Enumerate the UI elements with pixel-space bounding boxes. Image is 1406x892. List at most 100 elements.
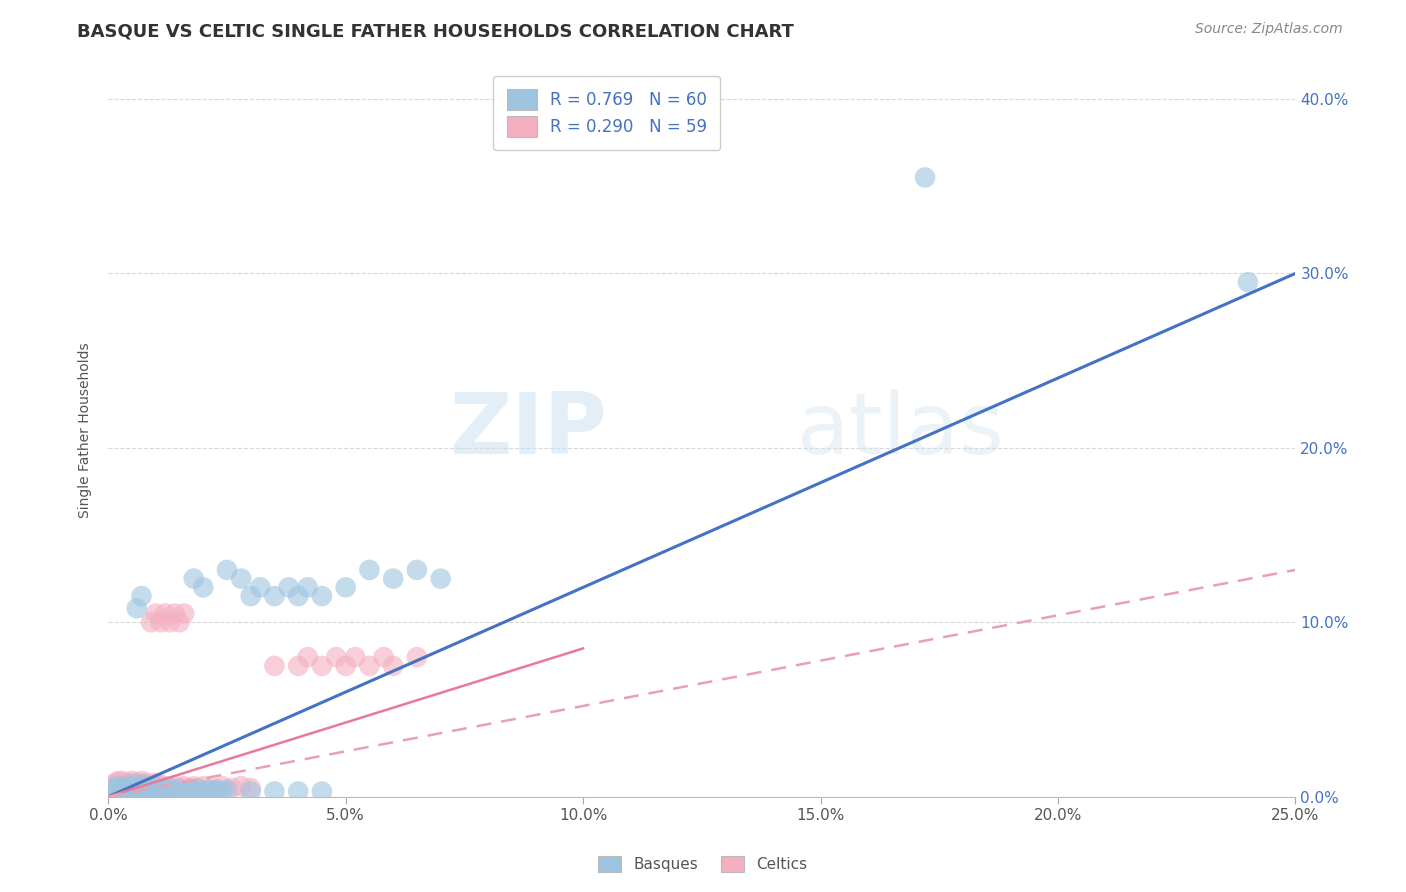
Point	[201, 780, 224, 795]
Point	[131, 589, 153, 603]
Text: ZIP: ZIP	[449, 389, 607, 472]
Point	[115, 779, 138, 793]
Point	[131, 777, 153, 791]
Point	[311, 784, 333, 798]
Point	[131, 780, 153, 795]
Point	[139, 784, 162, 798]
Point	[131, 777, 153, 791]
Point	[249, 580, 271, 594]
Point	[149, 780, 172, 795]
Point	[263, 784, 285, 798]
Point	[111, 774, 134, 789]
Point	[107, 780, 129, 795]
Point	[139, 615, 162, 630]
Point	[169, 615, 191, 630]
Point	[101, 780, 124, 795]
Text: atlas: atlas	[797, 389, 1005, 472]
Point	[311, 658, 333, 673]
Point	[406, 650, 429, 665]
Point	[145, 782, 167, 797]
Point	[239, 784, 262, 798]
Point	[145, 607, 167, 621]
Point	[155, 779, 177, 793]
Point	[215, 563, 238, 577]
Point	[382, 658, 405, 673]
Point	[263, 658, 285, 673]
Point	[121, 777, 143, 791]
Point	[121, 774, 143, 789]
Point	[239, 589, 262, 603]
Point	[221, 780, 243, 795]
Point	[169, 780, 191, 795]
Point	[115, 775, 138, 789]
Point	[277, 580, 299, 594]
Point	[263, 589, 285, 603]
Point	[183, 784, 205, 798]
Point	[121, 777, 143, 791]
Text: Source: ZipAtlas.com: Source: ZipAtlas.com	[1195, 22, 1343, 37]
Point	[159, 780, 181, 795]
Point	[187, 782, 209, 797]
Point	[183, 572, 205, 586]
Point	[107, 782, 129, 797]
Point	[145, 775, 167, 789]
Point	[145, 779, 167, 793]
Point	[1237, 275, 1260, 289]
Point	[159, 615, 181, 630]
Point	[287, 589, 309, 603]
Point	[135, 779, 157, 793]
Point	[335, 658, 357, 673]
Legend: R = 0.769   N = 60, R = 0.290   N = 59: R = 0.769 N = 60, R = 0.290 N = 59	[494, 76, 720, 150]
Point	[173, 784, 195, 798]
Point	[231, 572, 253, 586]
Point	[163, 607, 186, 621]
Point	[125, 779, 148, 793]
Point	[107, 775, 129, 789]
Point	[131, 774, 153, 789]
Point	[187, 780, 209, 795]
Point	[107, 774, 129, 789]
Point	[215, 782, 238, 797]
Point	[163, 784, 186, 798]
Point	[359, 658, 381, 673]
Point	[183, 779, 205, 793]
Point	[173, 607, 195, 621]
Point	[121, 784, 143, 798]
Point	[131, 780, 153, 795]
Point	[193, 779, 215, 793]
Point	[149, 784, 172, 798]
Point	[111, 784, 134, 798]
Point	[177, 780, 200, 795]
Point	[287, 658, 309, 673]
Point	[159, 780, 181, 795]
Text: BASQUE VS CELTIC SINGLE FATHER HOUSEHOLDS CORRELATION CHART: BASQUE VS CELTIC SINGLE FATHER HOUSEHOLD…	[77, 22, 794, 40]
Point	[115, 779, 138, 793]
Point	[914, 170, 936, 185]
Point	[297, 580, 319, 594]
Point	[207, 782, 229, 797]
Point	[287, 784, 309, 798]
Point	[335, 580, 357, 594]
Point	[155, 782, 177, 797]
Point	[131, 784, 153, 798]
Point	[173, 779, 195, 793]
Point	[193, 784, 215, 798]
Point	[121, 780, 143, 795]
Point	[111, 777, 134, 791]
Point	[429, 572, 451, 586]
Point	[373, 650, 395, 665]
Point	[145, 779, 167, 793]
Point	[139, 780, 162, 795]
Point	[201, 784, 224, 798]
Point	[111, 780, 134, 795]
Legend: Basques, Celtics: Basques, Celtics	[591, 848, 815, 880]
Point	[197, 782, 219, 797]
Point	[135, 782, 157, 797]
Point	[135, 779, 157, 793]
Point	[325, 650, 347, 665]
Point	[239, 780, 262, 795]
Point	[149, 615, 172, 630]
Point	[125, 782, 148, 797]
Point	[101, 782, 124, 797]
Point	[125, 775, 148, 789]
